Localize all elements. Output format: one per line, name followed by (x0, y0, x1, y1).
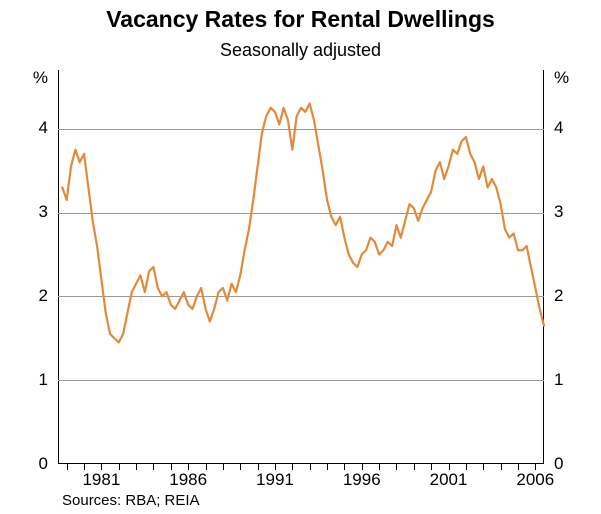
y-tick-label-left: 4 (39, 118, 48, 138)
x-tick (136, 464, 137, 470)
chart-subtitle: Seasonally adjusted (0, 40, 601, 61)
x-tick-label: 2006 (510, 470, 560, 490)
y-tick-label-left: 0 (39, 454, 48, 474)
x-tick (240, 464, 241, 470)
y-tick-label-right: 3 (554, 202, 563, 222)
y-tick-label-right: 4 (554, 118, 563, 138)
x-tick-label: 1981 (76, 470, 126, 490)
x-tick (501, 464, 502, 470)
x-tick-label: 1996 (337, 470, 387, 490)
x-tick-label: 1991 (250, 470, 300, 490)
chart-figure: Vacancy Rates for Rental Dwellings Seaso… (0, 0, 601, 514)
x-tick (67, 464, 68, 470)
x-tick (483, 464, 484, 470)
y-tick-label-left: 1 (39, 370, 48, 390)
sources-text: Sources: RBA; REIA (62, 492, 200, 509)
x-tick-label: 2001 (424, 470, 474, 490)
x-tick (223, 464, 224, 470)
x-tick (327, 464, 328, 470)
y-axis-unit-left: % (33, 68, 48, 88)
x-tick (414, 464, 415, 470)
y-tick-label-right: 2 (554, 286, 563, 306)
y-tick-label-left: 2 (39, 286, 48, 306)
plot-border (58, 70, 544, 464)
x-tick (310, 464, 311, 470)
y-tick-label-left: 3 (39, 202, 48, 222)
chart-title: Vacancy Rates for Rental Dwellings (0, 6, 601, 33)
y-tick-label-right: 1 (554, 370, 563, 390)
x-tick (153, 464, 154, 470)
x-tick-label: 1986 (163, 470, 213, 490)
x-tick (396, 464, 397, 470)
y-axis-unit-right: % (554, 68, 569, 88)
plot-area (58, 70, 544, 464)
